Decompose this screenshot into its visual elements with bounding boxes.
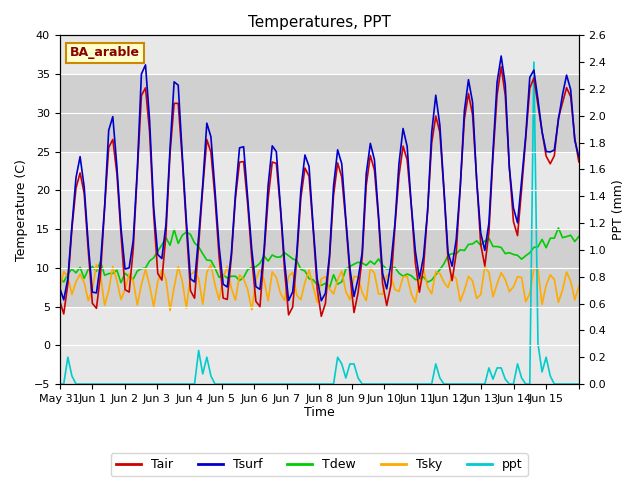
Bar <box>60 229 579 307</box>
Legend: Tair, Tsurf, Tdew, Tsky, ppt: Tair, Tsurf, Tdew, Tsky, ppt <box>111 453 528 476</box>
Text: BA_arable: BA_arable <box>70 46 140 59</box>
Bar <box>60 74 579 152</box>
Y-axis label: PPT (mm): PPT (mm) <box>612 180 625 240</box>
Title: Temperatures, PPT: Temperatures, PPT <box>248 15 390 30</box>
Y-axis label: Temperature (C): Temperature (C) <box>15 159 28 261</box>
X-axis label: Time: Time <box>304 407 335 420</box>
